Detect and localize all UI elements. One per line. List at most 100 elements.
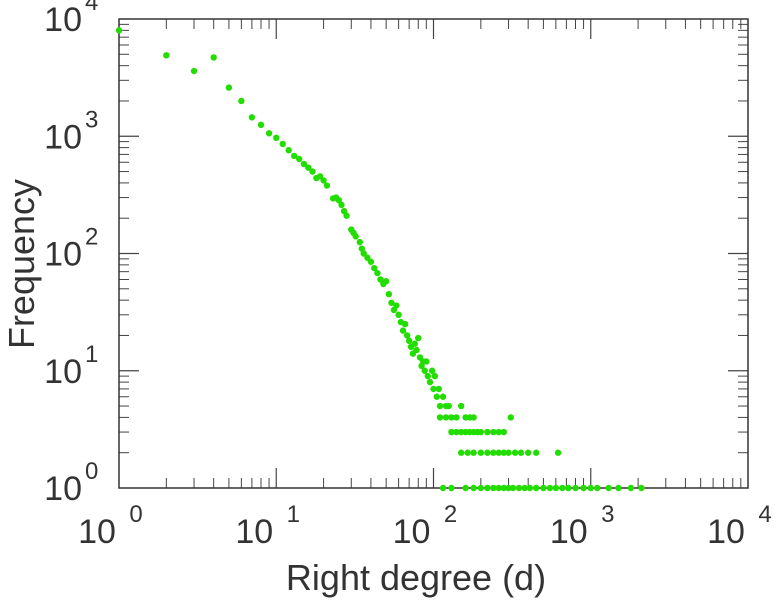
data-point [477, 428, 485, 436]
data-points [115, 27, 645, 492]
data-point [360, 250, 367, 257]
plot-frame [118, 18, 749, 489]
x-tick-base: 10 [707, 513, 745, 551]
data-point [367, 258, 375, 265]
data-point [163, 52, 170, 59]
data-point [540, 484, 547, 492]
y-tick-label: 10 1 [44, 341, 98, 391]
data-point [323, 182, 331, 189]
y-tick-label: 10 2 [44, 224, 98, 274]
y-tick-label: 10 0 [44, 458, 98, 508]
data-point [500, 484, 508, 492]
data-point [511, 449, 519, 456]
data-point [426, 378, 434, 386]
data-point [382, 278, 390, 285]
data-point [343, 212, 350, 219]
x-tick-base: 10 [550, 513, 588, 551]
data-point [285, 147, 292, 154]
data-point [457, 428, 465, 436]
data-point [385, 290, 393, 298]
data-point [352, 233, 359, 240]
y-tick-exponent: 3 [85, 106, 98, 133]
y-tick-label: 10 4 [44, 0, 98, 39]
data-point [436, 414, 444, 421]
data-point [495, 449, 502, 456]
data-point [453, 414, 460, 421]
data-point [490, 428, 497, 436]
data-point [559, 484, 566, 492]
data-point [533, 449, 540, 456]
data-point [442, 414, 450, 421]
data-point [546, 484, 554, 492]
y-tick-base: 10 [44, 470, 82, 508]
major-ticks [119, 19, 748, 488]
data-point [484, 484, 491, 492]
data-point [517, 449, 525, 456]
data-point [421, 367, 428, 374]
data-point [428, 367, 436, 374]
data-point [405, 337, 413, 345]
data-point [388, 299, 395, 306]
data-point [436, 402, 444, 410]
x-tick-base: 10 [78, 513, 116, 551]
data-point [524, 449, 532, 456]
y-axis-label: Frequency [1, 179, 42, 349]
data-point [484, 449, 491, 456]
data-point [490, 484, 497, 492]
data-point [509, 484, 517, 492]
data-point [615, 484, 622, 492]
data-point [305, 164, 312, 171]
y-tick-label: 10 3 [44, 106, 98, 156]
data-point [413, 346, 420, 354]
data-point [464, 449, 471, 456]
data-point [358, 245, 366, 252]
x-tick-label: 10 2 [393, 501, 458, 551]
data-point [484, 428, 491, 436]
x-tick-exponent: 3 [601, 501, 614, 528]
data-point [490, 449, 497, 456]
x-axis-label: Right degree (d) [286, 557, 546, 598]
data-point [500, 428, 508, 436]
data-point [335, 196, 343, 204]
data-point [565, 484, 572, 492]
y-tick-base: 10 [44, 236, 82, 274]
data-point [296, 155, 303, 163]
data-point [401, 320, 409, 328]
data-point [533, 484, 540, 492]
data-point [448, 414, 455, 421]
data-point [423, 358, 430, 365]
data-point [431, 372, 439, 380]
x-tick-label: 10 3 [550, 501, 615, 551]
data-point [371, 264, 378, 272]
y-tick-exponent: 4 [85, 0, 98, 16]
data-point [248, 114, 256, 121]
data-point [424, 372, 432, 380]
data-point [430, 385, 437, 393]
data-point [477, 484, 485, 492]
x-tick-exponent: 2 [444, 501, 457, 528]
data-point [495, 484, 502, 492]
x-tick-exponent: 1 [287, 501, 300, 528]
data-point [505, 449, 512, 456]
data-point [457, 402, 465, 410]
y-tick-base: 10 [44, 118, 82, 156]
data-point [300, 160, 308, 168]
data-point [605, 484, 612, 492]
data-point [356, 238, 364, 246]
data-point [638, 484, 645, 492]
data-point [320, 177, 327, 184]
x-tick-label: 10 4 [707, 501, 772, 551]
data-point [190, 67, 198, 75]
data-point [257, 121, 265, 129]
data-point [572, 484, 579, 492]
data-point [238, 97, 245, 105]
data-point [279, 140, 286, 148]
data-point [477, 449, 485, 456]
data-point [309, 168, 316, 175]
data-point [439, 393, 447, 400]
y-tick-exponent: 0 [85, 458, 98, 485]
data-point [507, 414, 514, 421]
data-point [552, 484, 560, 492]
